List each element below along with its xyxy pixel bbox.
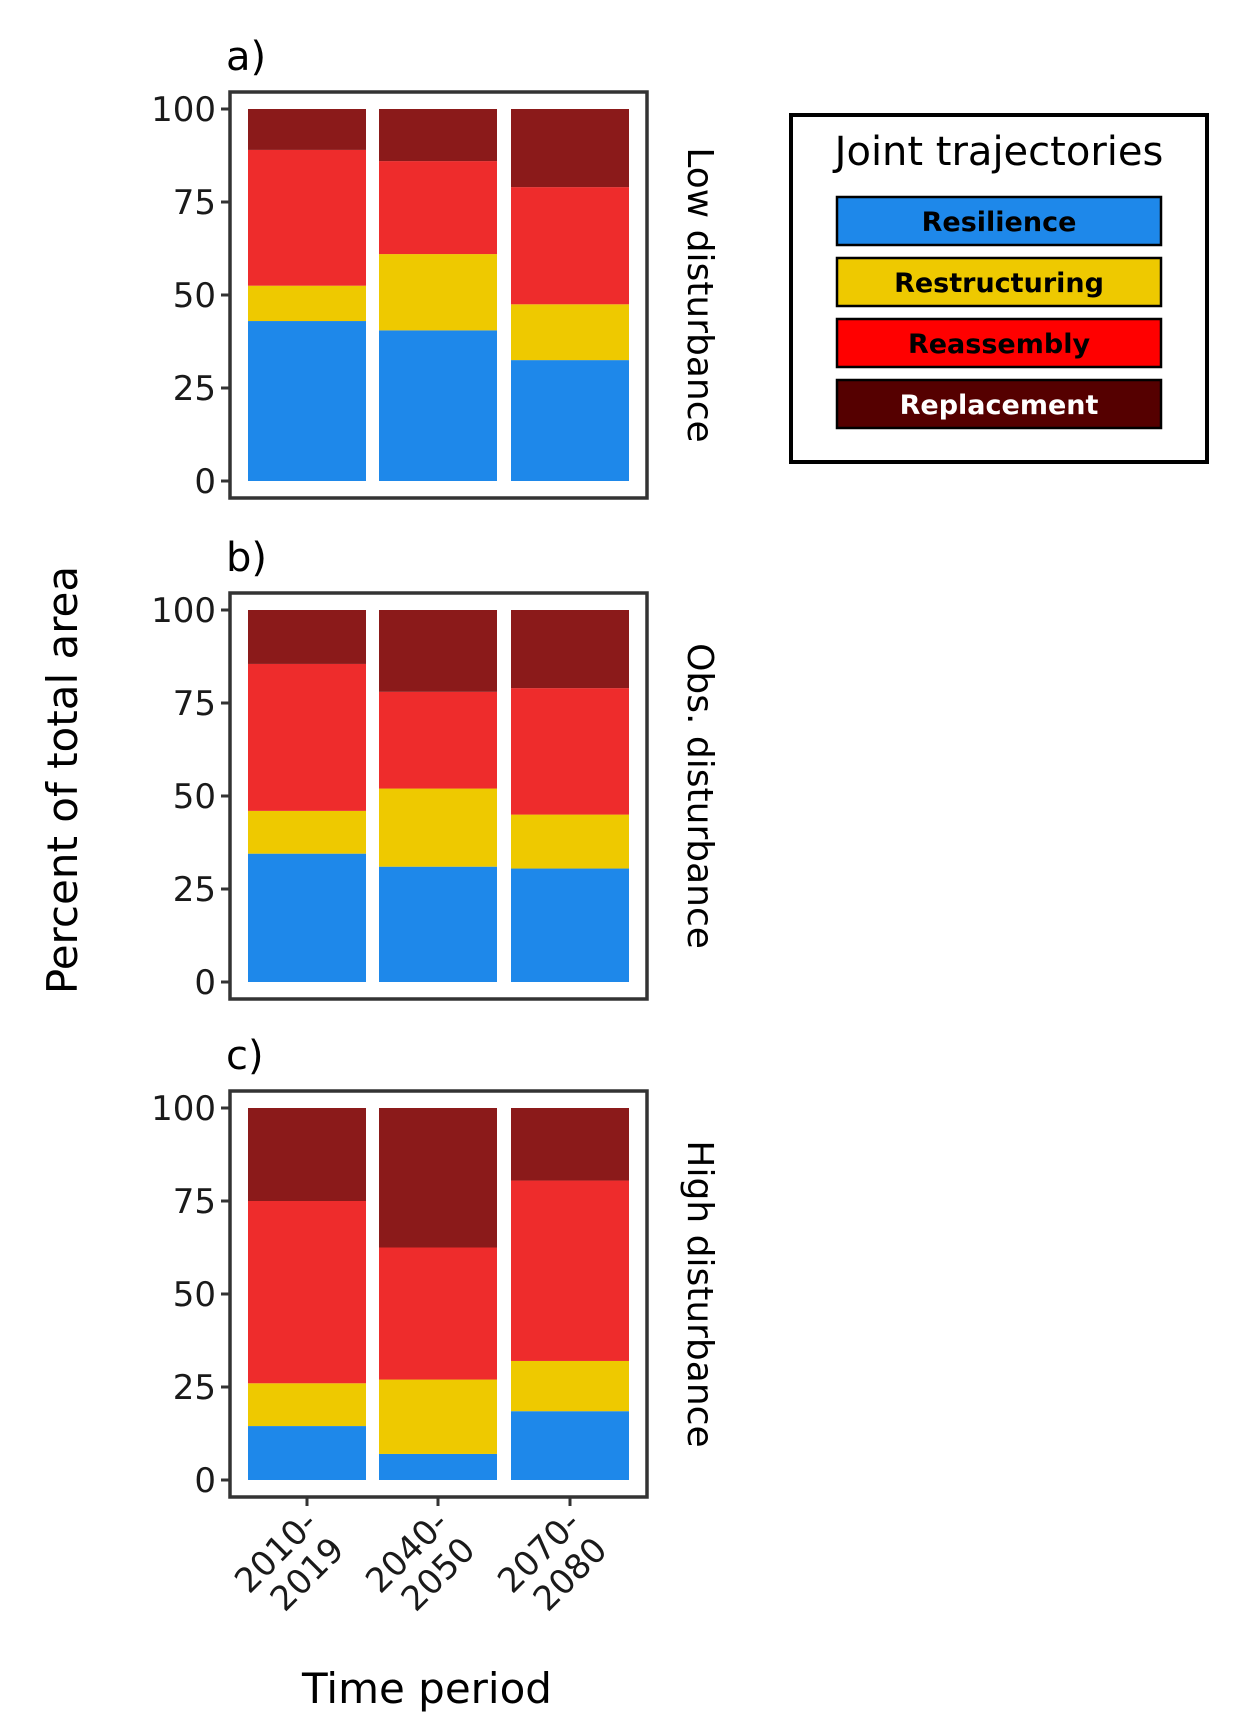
x-axis-title: Time period <box>301 1664 552 1713</box>
bar-reassembly-2070-2080 <box>511 1180 629 1361</box>
legend-swatch <box>835 317 1163 369</box>
panel-b: b) 0 25 50 75 100 Obs. disturbance <box>151 535 720 1003</box>
y-tick-label: 75 <box>173 1182 216 1222</box>
y-tick-label: 25 <box>173 870 216 910</box>
strip-label: High disturbance <box>679 1140 720 1447</box>
y-tick-label: 25 <box>173 369 216 409</box>
bar-reassembly-2070-2080 <box>511 187 629 305</box>
bar-replacement-2070-2080 <box>511 1108 629 1181</box>
legend-item-replacement: Replacement <box>835 378 1163 430</box>
bar-resilience-2040-2050 <box>379 330 497 481</box>
bar-replacement-2040-2050 <box>379 610 497 692</box>
y-tick-label: 75 <box>173 684 216 724</box>
y-tick-label: 0 <box>194 462 216 502</box>
bar-reassembly-2010-2019 <box>248 149 366 286</box>
x-tick-label: 2010-2019 <box>227 1503 352 1628</box>
legend-swatch <box>835 195 1163 247</box>
bar-replacement-2010-2019 <box>248 109 366 150</box>
bar-restructuring-2070-2080 <box>511 814 629 869</box>
bar-resilience-2040-2050 <box>379 866 497 982</box>
legend-swatch <box>835 378 1163 430</box>
panel-label: b) <box>226 535 267 581</box>
legend-item-restructuring: Restructuring <box>835 256 1163 308</box>
y-tick-label: 100 <box>151 591 216 631</box>
legend-item-resilience: Resilience <box>835 195 1163 247</box>
x-tick-label: 2040-2050 <box>358 1503 483 1628</box>
bar-resilience-2070-2080 <box>511 1411 629 1480</box>
bar-reassembly-2040-2050 <box>379 161 497 255</box>
bar-restructuring-2040-2050 <box>379 254 497 331</box>
panel-label: c) <box>226 1033 264 1079</box>
bar-resilience-2010-2019 <box>248 853 366 982</box>
bar-resilience-2040-2050 <box>379 1453 497 1480</box>
y-tick-label: 100 <box>151 1089 216 1129</box>
y-tick-label: 0 <box>194 963 216 1003</box>
strip-label: Obs. disturbance <box>679 643 720 949</box>
legend-item-reassembly: Reassembly <box>835 317 1163 369</box>
y-tick-label: 25 <box>173 1368 216 1408</box>
bar-replacement-2040-2050 <box>379 1108 497 1248</box>
bar-restructuring-2010-2019 <box>248 285 366 322</box>
x-tick-label: 2070-2080 <box>490 1503 615 1628</box>
bar-resilience-2010-2019 <box>248 1426 366 1480</box>
legend-items: Resilience Restructuring Reassembly Replace… <box>835 195 1163 430</box>
panel-label: a) <box>226 34 266 80</box>
bar-restructuring-2070-2080 <box>511 1360 629 1412</box>
bar-replacement-2070-2080 <box>511 109 629 188</box>
bar-reassembly-2010-2019 <box>248 1201 366 1384</box>
panel-c: c) 0 25 50 75 100 High disturbance 2010-2019 204… <box>151 1033 720 1628</box>
legend-label: Resilience <box>922 207 1077 238</box>
bar-replacement-2010-2019 <box>248 1108 366 1201</box>
bar-replacement-2040-2050 <box>379 109 497 162</box>
legend-label: Reassembly <box>908 329 1090 360</box>
bar-reassembly-2040-2050 <box>379 1247 497 1380</box>
legend: Joint trajectories Resilience Restructuri… <box>789 113 1209 464</box>
legend-swatch <box>835 256 1163 308</box>
bar-resilience-2070-2080 <box>511 868 629 982</box>
bar-reassembly-2040-2050 <box>379 691 497 789</box>
legend-label: Restructuring <box>894 268 1104 299</box>
bar-reassembly-2070-2080 <box>511 688 629 815</box>
y-tick-label: 50 <box>173 1275 216 1315</box>
y-tick-label: 75 <box>173 183 216 223</box>
y-axis-title: Percent of total area <box>38 566 87 994</box>
bar-resilience-2010-2019 <box>248 321 366 481</box>
bar-restructuring-2010-2019 <box>248 1383 366 1427</box>
bar-reassembly-2010-2019 <box>248 663 366 811</box>
bar-replacement-2070-2080 <box>511 610 629 689</box>
panel-a: a) 0 25 50 75 100 Low disturbance <box>151 34 720 502</box>
bar-restructuring-2040-2050 <box>379 1379 497 1454</box>
bar-replacement-2010-2019 <box>248 610 366 664</box>
y-tick-label: 100 <box>151 90 216 130</box>
bar-restructuring-2040-2050 <box>379 788 497 867</box>
y-tick-label: 50 <box>173 777 216 817</box>
bar-restructuring-2010-2019 <box>248 810 366 854</box>
bar-restructuring-2070-2080 <box>511 304 629 361</box>
y-tick-label: 0 <box>194 1461 216 1501</box>
strip-label: Low disturbance <box>679 147 720 442</box>
legend-title: Joint trajectories <box>832 129 1164 175</box>
bar-resilience-2070-2080 <box>511 360 629 481</box>
legend-label: Replacement <box>900 390 1099 421</box>
y-tick-label: 50 <box>173 276 216 316</box>
